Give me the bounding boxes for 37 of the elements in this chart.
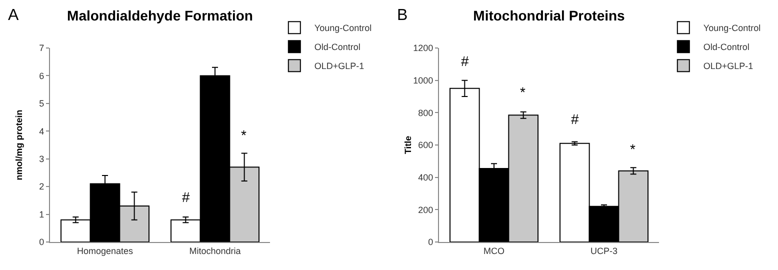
x-tick-label: UCP-3 bbox=[590, 246, 618, 256]
y-tick-label: 1000 bbox=[413, 75, 434, 86]
legend-label: Young-Control bbox=[314, 23, 372, 34]
chart-title: Malondialdehyde Formation bbox=[67, 8, 253, 24]
text: B bbox=[397, 7, 408, 24]
y-tick-label: 0 bbox=[39, 237, 44, 248]
y-tick-label: 0 bbox=[428, 237, 434, 248]
y-tick-label: 600 bbox=[418, 140, 434, 150]
y-tick-label: 800 bbox=[418, 108, 434, 118]
legend-label: Old-Control bbox=[314, 42, 360, 52]
legend-label: Young-Control bbox=[703, 23, 761, 34]
annotation: * bbox=[520, 84, 526, 100]
y-tick-label: 4 bbox=[39, 126, 44, 136]
y-tick-label: 3 bbox=[39, 154, 44, 164]
legend-label: OLD+GLP-1 bbox=[314, 61, 364, 72]
annotation: * bbox=[630, 141, 636, 157]
y-tick-label: 1200 bbox=[413, 43, 434, 54]
x-tick-label: MCO bbox=[484, 246, 504, 256]
legend-label: OLD+GLP-1 bbox=[703, 61, 754, 72]
y-tick-label: 200 bbox=[418, 204, 434, 215]
text: A bbox=[8, 7, 19, 24]
legend-label: Old-Control bbox=[703, 42, 750, 52]
y-tick-label: 2 bbox=[39, 182, 44, 192]
y-tick-label: 6 bbox=[39, 70, 44, 81]
y-tick-label: 1 bbox=[39, 209, 44, 220]
y-axis-title: Title bbox=[403, 136, 413, 154]
y-tick-label: 400 bbox=[418, 172, 434, 182]
annotation: # bbox=[461, 53, 469, 69]
y-axis-title: nmol/mg protein bbox=[14, 110, 24, 180]
annotation: * bbox=[241, 127, 247, 143]
y-tick-label: 7 bbox=[39, 43, 44, 54]
y-tick-label: 5 bbox=[39, 98, 44, 109]
annotation: # bbox=[182, 189, 190, 205]
annotation: # bbox=[571, 111, 579, 127]
x-tick-label: Mitochondria bbox=[189, 246, 241, 256]
chart-title: Mitochondrial Proteins bbox=[473, 8, 626, 24]
x-tick-label: Homogenates bbox=[76, 246, 134, 256]
